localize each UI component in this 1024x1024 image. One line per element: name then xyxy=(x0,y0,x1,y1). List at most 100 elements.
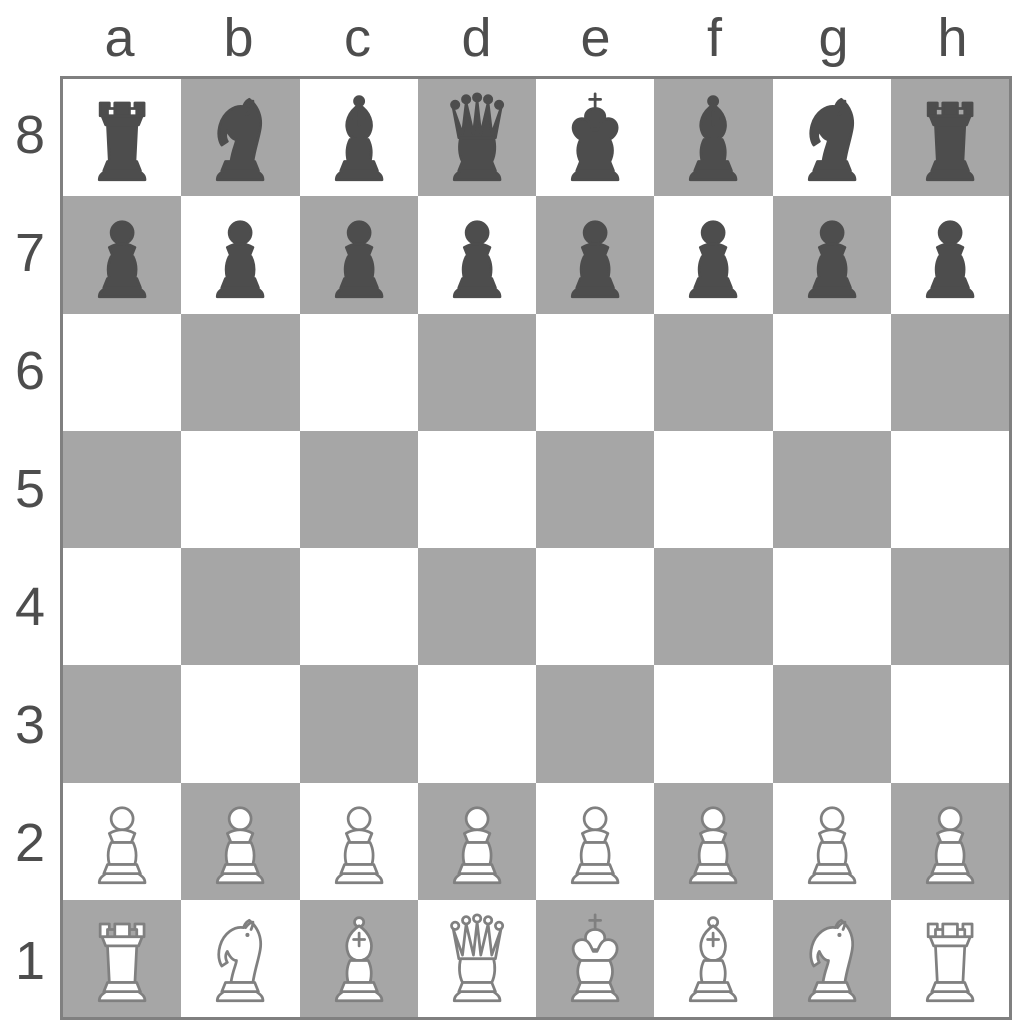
square-d6 xyxy=(418,314,536,431)
rank-label-7: 7 xyxy=(0,194,60,312)
black-rook-icon xyxy=(76,92,168,183)
white-rook-icon xyxy=(904,913,996,1004)
square-e2 xyxy=(536,783,654,900)
square-h7 xyxy=(891,196,1009,313)
black-pawn-icon xyxy=(667,209,759,300)
rank-label-8: 8 xyxy=(0,76,60,194)
black-rook-icon xyxy=(904,92,996,183)
square-d3 xyxy=(418,665,536,782)
square-a4 xyxy=(63,548,181,665)
square-g6 xyxy=(773,314,891,431)
rank-label-2: 2 xyxy=(0,784,60,902)
black-pawn-icon xyxy=(904,209,996,300)
square-f3 xyxy=(654,665,772,782)
white-bishop-icon xyxy=(313,913,405,1004)
square-g7 xyxy=(773,196,891,313)
file-label-f: f xyxy=(655,0,774,76)
rank-label-3: 3 xyxy=(0,666,60,784)
white-pawn-icon xyxy=(431,795,523,886)
square-c2 xyxy=(300,783,418,900)
square-b8 xyxy=(181,79,299,196)
white-bishop-icon xyxy=(667,913,759,1004)
square-d2 xyxy=(418,783,536,900)
file-label-a: a xyxy=(60,0,179,76)
white-king-icon xyxy=(549,913,641,1004)
square-h5 xyxy=(891,431,1009,548)
black-bishop-icon xyxy=(313,92,405,183)
square-f4 xyxy=(654,548,772,665)
white-pawn-icon xyxy=(904,795,996,886)
square-a8 xyxy=(63,79,181,196)
black-knight-icon xyxy=(194,92,286,183)
file-label-b: b xyxy=(179,0,298,76)
square-g1 xyxy=(773,900,891,1017)
square-e7 xyxy=(536,196,654,313)
square-d7 xyxy=(418,196,536,313)
square-a6 xyxy=(63,314,181,431)
black-queen-icon xyxy=(431,92,523,183)
rank-label-1: 1 xyxy=(0,902,60,1020)
square-f8 xyxy=(654,79,772,196)
square-h2 xyxy=(891,783,1009,900)
square-g3 xyxy=(773,665,891,782)
square-e8 xyxy=(536,79,654,196)
square-f7 xyxy=(654,196,772,313)
square-g4 xyxy=(773,548,891,665)
square-e3 xyxy=(536,665,654,782)
square-a3 xyxy=(63,665,181,782)
black-pawn-icon xyxy=(194,209,286,300)
file-label-c: c xyxy=(298,0,417,76)
square-g2 xyxy=(773,783,891,900)
rank-label-6: 6 xyxy=(0,312,60,430)
white-knight-icon xyxy=(786,913,878,1004)
square-b5 xyxy=(181,431,299,548)
square-c6 xyxy=(300,314,418,431)
black-pawn-icon xyxy=(431,209,523,300)
square-a7 xyxy=(63,196,181,313)
black-bishop-icon xyxy=(667,92,759,183)
black-king-icon xyxy=(549,92,641,183)
square-d5 xyxy=(418,431,536,548)
black-pawn-icon xyxy=(313,209,405,300)
square-f5 xyxy=(654,431,772,548)
black-knight-icon xyxy=(786,92,878,183)
square-g8 xyxy=(773,79,891,196)
white-pawn-icon xyxy=(667,795,759,886)
black-pawn-icon xyxy=(76,209,168,300)
square-a2 xyxy=(63,783,181,900)
square-h6 xyxy=(891,314,1009,431)
file-label-e: e xyxy=(536,0,655,76)
square-e1 xyxy=(536,900,654,1017)
black-pawn-icon xyxy=(549,209,641,300)
square-e5 xyxy=(536,431,654,548)
white-pawn-icon xyxy=(549,795,641,886)
file-label-d: d xyxy=(417,0,536,76)
white-pawn-icon xyxy=(194,795,286,886)
white-pawn-icon xyxy=(786,795,878,886)
rank-label-5: 5 xyxy=(0,430,60,548)
square-c7 xyxy=(300,196,418,313)
square-c5 xyxy=(300,431,418,548)
square-e6 xyxy=(536,314,654,431)
chessboard-diagram: a b c d e f g h 8 7 6 5 4 3 2 1 xyxy=(0,0,1024,1024)
black-pawn-icon xyxy=(786,209,878,300)
square-d8 xyxy=(418,79,536,196)
square-d1 xyxy=(418,900,536,1017)
square-a5 xyxy=(63,431,181,548)
square-a1 xyxy=(63,900,181,1017)
white-knight-icon xyxy=(194,913,286,1004)
chessboard xyxy=(60,76,1012,1020)
white-rook-icon xyxy=(76,913,168,1004)
rank-labels: 8 7 6 5 4 3 2 1 xyxy=(0,76,60,1020)
square-c1 xyxy=(300,900,418,1017)
square-c3 xyxy=(300,665,418,782)
square-h8 xyxy=(891,79,1009,196)
square-e4 xyxy=(536,548,654,665)
square-b2 xyxy=(181,783,299,900)
square-b3 xyxy=(181,665,299,782)
file-labels: a b c d e f g h xyxy=(60,0,1012,76)
white-pawn-icon xyxy=(76,795,168,886)
white-queen-icon xyxy=(431,913,523,1004)
square-c8 xyxy=(300,79,418,196)
square-b7 xyxy=(181,196,299,313)
